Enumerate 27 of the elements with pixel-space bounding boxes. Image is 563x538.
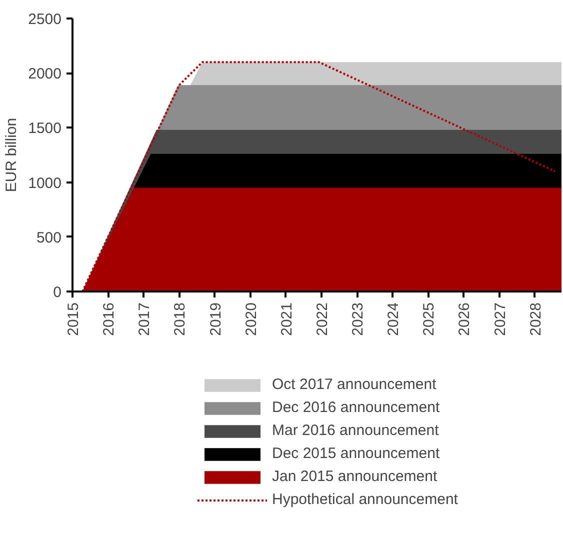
y-tick-label: 2500 [28, 11, 62, 28]
x-tick-label: 2024 [385, 302, 402, 336]
x-tick-label: 2027 [492, 302, 509, 336]
y-tick-label: 1500 [28, 120, 62, 138]
legend-label: Jan 2015 announcement [272, 468, 438, 485]
x-tick-label: 2026 [456, 302, 474, 336]
x-tick-label: 2020 [242, 302, 260, 336]
y-axis-title: EUR billion [3, 118, 20, 192]
x-tick-label: 2022 [314, 302, 331, 336]
legend-label: Dec 2015 announcement [272, 445, 440, 462]
x-tick-label: 2028 [527, 302, 544, 336]
legend-label: Hypothetical announcement [272, 491, 458, 508]
x-tick-label: 2019 [207, 302, 224, 336]
x-tick-label: 2015 [65, 302, 82, 336]
x-tick-label: 2021 [278, 302, 296, 336]
legend-label: Oct 2017 announcement [272, 376, 436, 393]
x-tick-label: 2016 [100, 302, 118, 336]
y-tick-label: 2000 [28, 66, 62, 83]
x-tick-label: 2023 [350, 302, 367, 336]
y-tick-label: 500 [36, 229, 62, 246]
legend-label: Dec 2016 announcement [272, 399, 440, 416]
legend-label: Mar 2016 announcement [272, 422, 439, 439]
x-tick-label: 2025 [420, 302, 438, 336]
y-tick-label: 1000 [28, 174, 62, 192]
x-tick-label: 2017 [136, 302, 154, 336]
y-tick-label: 0 [53, 284, 62, 301]
x-tick-label: 2018 [172, 302, 189, 336]
